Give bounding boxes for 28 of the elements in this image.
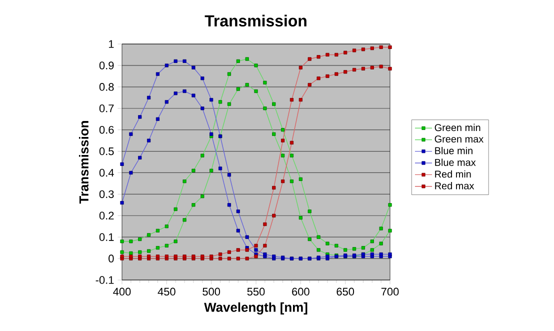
x-tick-label: 700	[381, 288, 399, 296]
legend-label: Blue min	[435, 146, 472, 154]
x-tick-label: 450	[158, 288, 176, 296]
legend-label: Green min	[434, 124, 480, 132]
x-tick-label: 550	[247, 288, 265, 296]
y-tick-label: -0.1	[96, 276, 114, 284]
y-tick-label: 0.6	[99, 126, 114, 134]
x-tick-label: 500	[202, 288, 220, 296]
y-tick-label: 1	[108, 40, 114, 48]
x-tick-label: 400	[113, 288, 131, 296]
y-tick-label: 0.9	[99, 62, 114, 70]
y-axis-title: Transmission	[78, 121, 89, 204]
y-tick-label: 0.5	[99, 147, 114, 156]
y-tick-label: 0.2	[99, 212, 114, 220]
legend-label: Red max	[435, 182, 474, 190]
y-tick-label: 0.1	[99, 233, 114, 241]
chart-title: Transmission	[204, 14, 306, 26]
legend-label: Green max	[434, 136, 484, 143]
x-tick-label: 650	[336, 288, 354, 296]
y-tick-label: 0	[108, 254, 114, 262]
y-tick-label: 0.7	[99, 104, 114, 112]
y-tick-label: 0.3	[99, 190, 114, 198]
legend-label: Blue max	[435, 158, 476, 166]
y-tick-label: 0.4	[99, 168, 114, 177]
y-tick-label: 0.8	[99, 83, 114, 91]
x-tick-label: 600	[292, 288, 310, 296]
x-axis-title: Wavelength [nm]	[204, 302, 308, 315]
legend-label: Red min	[435, 170, 471, 178]
